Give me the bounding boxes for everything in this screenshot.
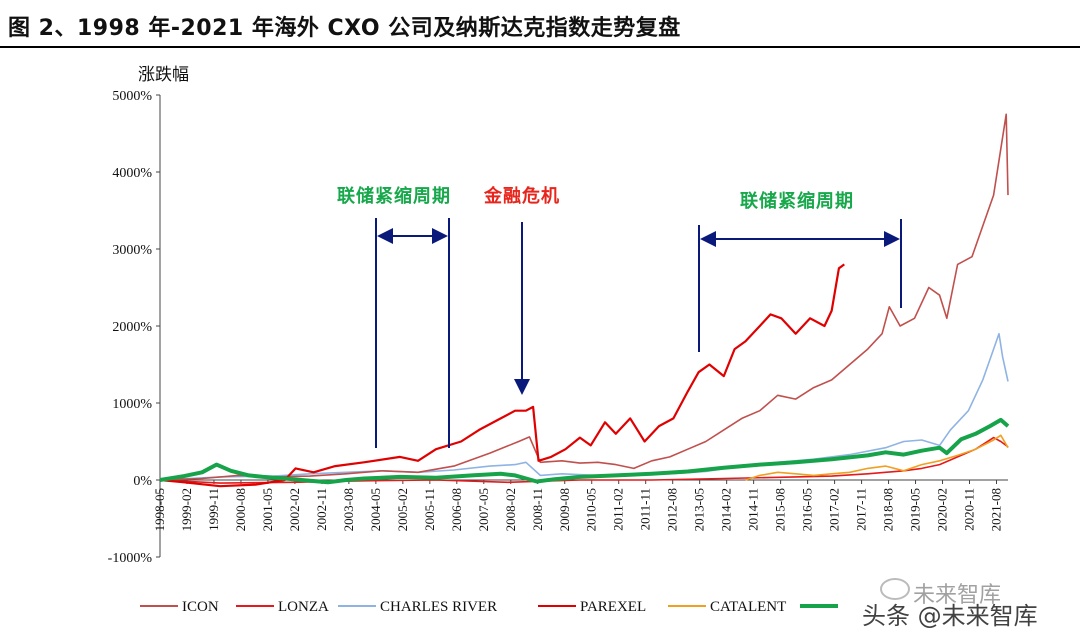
x-tick-label: 2002-02 — [287, 488, 302, 531]
y-tick-label: 0% — [133, 474, 152, 489]
series-line-parexel — [159, 263, 845, 488]
y-tick-label: 3000% — [112, 243, 152, 258]
legend-label: LONZA — [278, 599, 329, 615]
series-lines — [159, 113, 1010, 488]
x-tick-label: 2014-02 — [719, 488, 734, 531]
axes — [159, 95, 1008, 557]
x-tick-label: 2006-08 — [449, 488, 464, 531]
x-tick-label: 1999-11 — [206, 488, 221, 531]
x-tick-label: 2011-02 — [611, 488, 626, 531]
x-tick-label: 2003-08 — [341, 488, 356, 531]
watermark-faded-text: 未来智库 — [913, 583, 1002, 608]
series-line-catalent — [745, 434, 1009, 481]
legend-label: PAREXEL — [580, 599, 646, 615]
figure-title: 图 2、1998 年-2021 年海外 CXO 公司及纳斯达克指数走势复盘 — [8, 16, 681, 41]
x-tick-label: 2005-02 — [395, 488, 410, 531]
x-tick-label: 2014-11 — [746, 488, 761, 531]
x-tick-label: 2004-05 — [368, 488, 383, 531]
y-axis-label: 涨跌幅 — [138, 65, 189, 85]
y-tick-label: 5000% — [112, 89, 152, 104]
x-tick-label: 2010-05 — [584, 488, 599, 531]
x-tick-label: 2020-11 — [962, 488, 977, 531]
annotation-tightening-2: 联储紧缩周期 — [740, 190, 854, 212]
x-tick-label: 2011-11 — [638, 488, 653, 530]
x-tick-label: 2013-05 — [692, 488, 707, 531]
watermark: 头条 @未来智库 — [862, 602, 1038, 630]
x-tick-label: 2019-05 — [908, 488, 923, 531]
x-axis-ticks: 1998-05 1999-02 1999-11 2000-08 2001-05 2002-… — [152, 480, 1003, 531]
x-tick-label: 2015-08 — [773, 488, 788, 531]
x-tick-label: 2008-11 — [530, 488, 545, 531]
legend-label: ICON — [182, 599, 219, 615]
watermark-logo-icon — [880, 578, 910, 600]
x-tick-label: 1999-02 — [179, 488, 194, 531]
series-line-charles-river — [159, 332, 1009, 481]
x-tick-label: 2018-08 — [881, 488, 896, 531]
y-tick-label: -1000% — [108, 551, 153, 566]
x-tick-label: 1998-05 — [152, 488, 167, 531]
y-tick-label: 4000% — [112, 166, 152, 181]
x-tick-label: 2012-08 — [665, 488, 680, 531]
x-tick-label: 2017-02 — [827, 488, 842, 531]
x-tick-label: 2008-02 — [503, 488, 518, 531]
legend-label: CHARLES RIVER — [380, 599, 497, 615]
x-tick-label: 2000-08 — [233, 488, 248, 531]
x-tick-label: 2005-11 — [422, 488, 437, 531]
y-axis-ticks: 5000% 4000% 3000% 2000% 1000% 0% -1000% — [108, 89, 160, 566]
annotation-tightening-1: 联储紧缩周期 — [337, 185, 451, 207]
annotation-crisis: 金融危机 — [483, 185, 560, 207]
x-tick-label: 2007-05 — [476, 488, 491, 531]
x-tick-label: 2017-11 — [854, 488, 869, 531]
legend: ICON LONZA CHARLES RIVER PAREXEL CATALENT — [140, 599, 838, 615]
x-tick-label: 2016-05 — [800, 488, 815, 531]
x-tick-label: 2020-02 — [935, 488, 950, 531]
x-tick-label: 2009-08 — [557, 488, 572, 531]
y-tick-label: 1000% — [112, 397, 152, 412]
series-line-nasdaq — [159, 417, 1010, 485]
legend-label: CATALENT — [710, 599, 786, 615]
x-tick-label: 2002-11 — [314, 488, 329, 531]
x-tick-label: 2001-05 — [260, 488, 275, 531]
x-tick-label: 2021-08 — [988, 488, 1003, 531]
y-tick-label: 2000% — [112, 320, 152, 335]
series-line-icon — [159, 113, 1009, 481]
title-underline — [0, 46, 1080, 48]
